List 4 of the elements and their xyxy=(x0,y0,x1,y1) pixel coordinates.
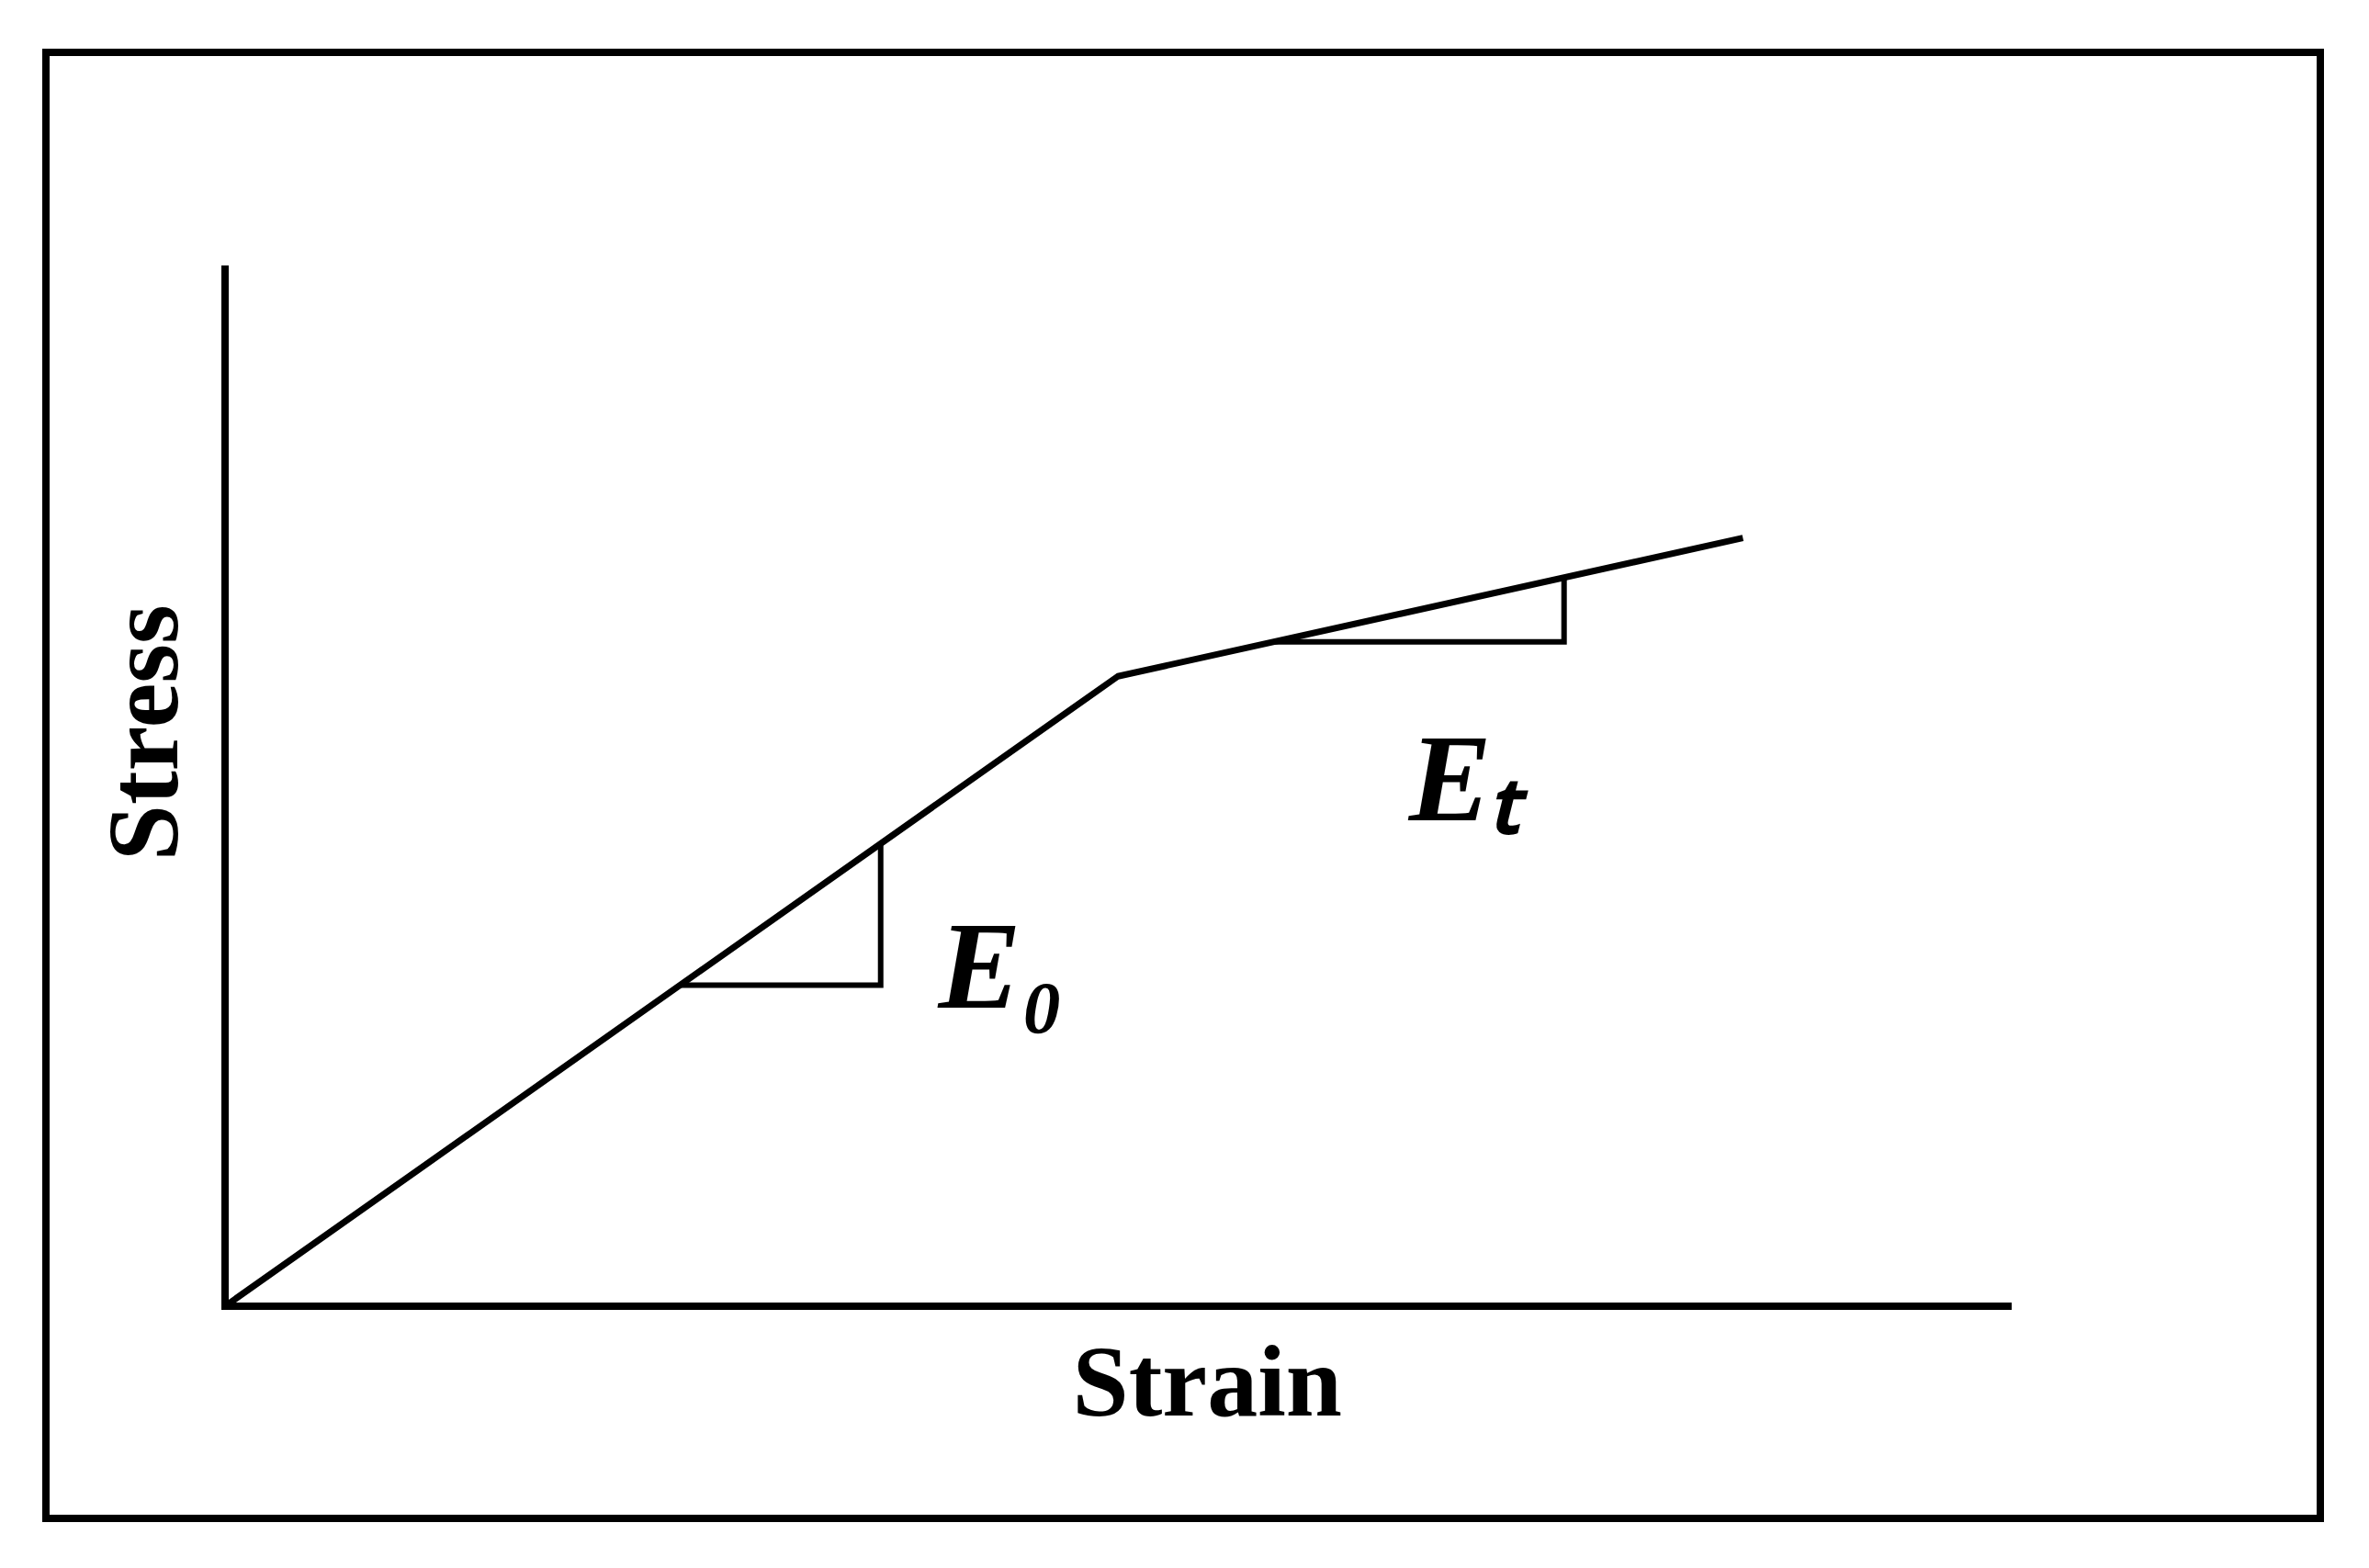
annotation: E₀ xyxy=(937,897,1065,1035)
y-axis-title: Stress xyxy=(87,604,200,862)
x-axis-title: Strain xyxy=(1072,1325,1342,1438)
annotation: Eₜ xyxy=(1407,709,1529,847)
